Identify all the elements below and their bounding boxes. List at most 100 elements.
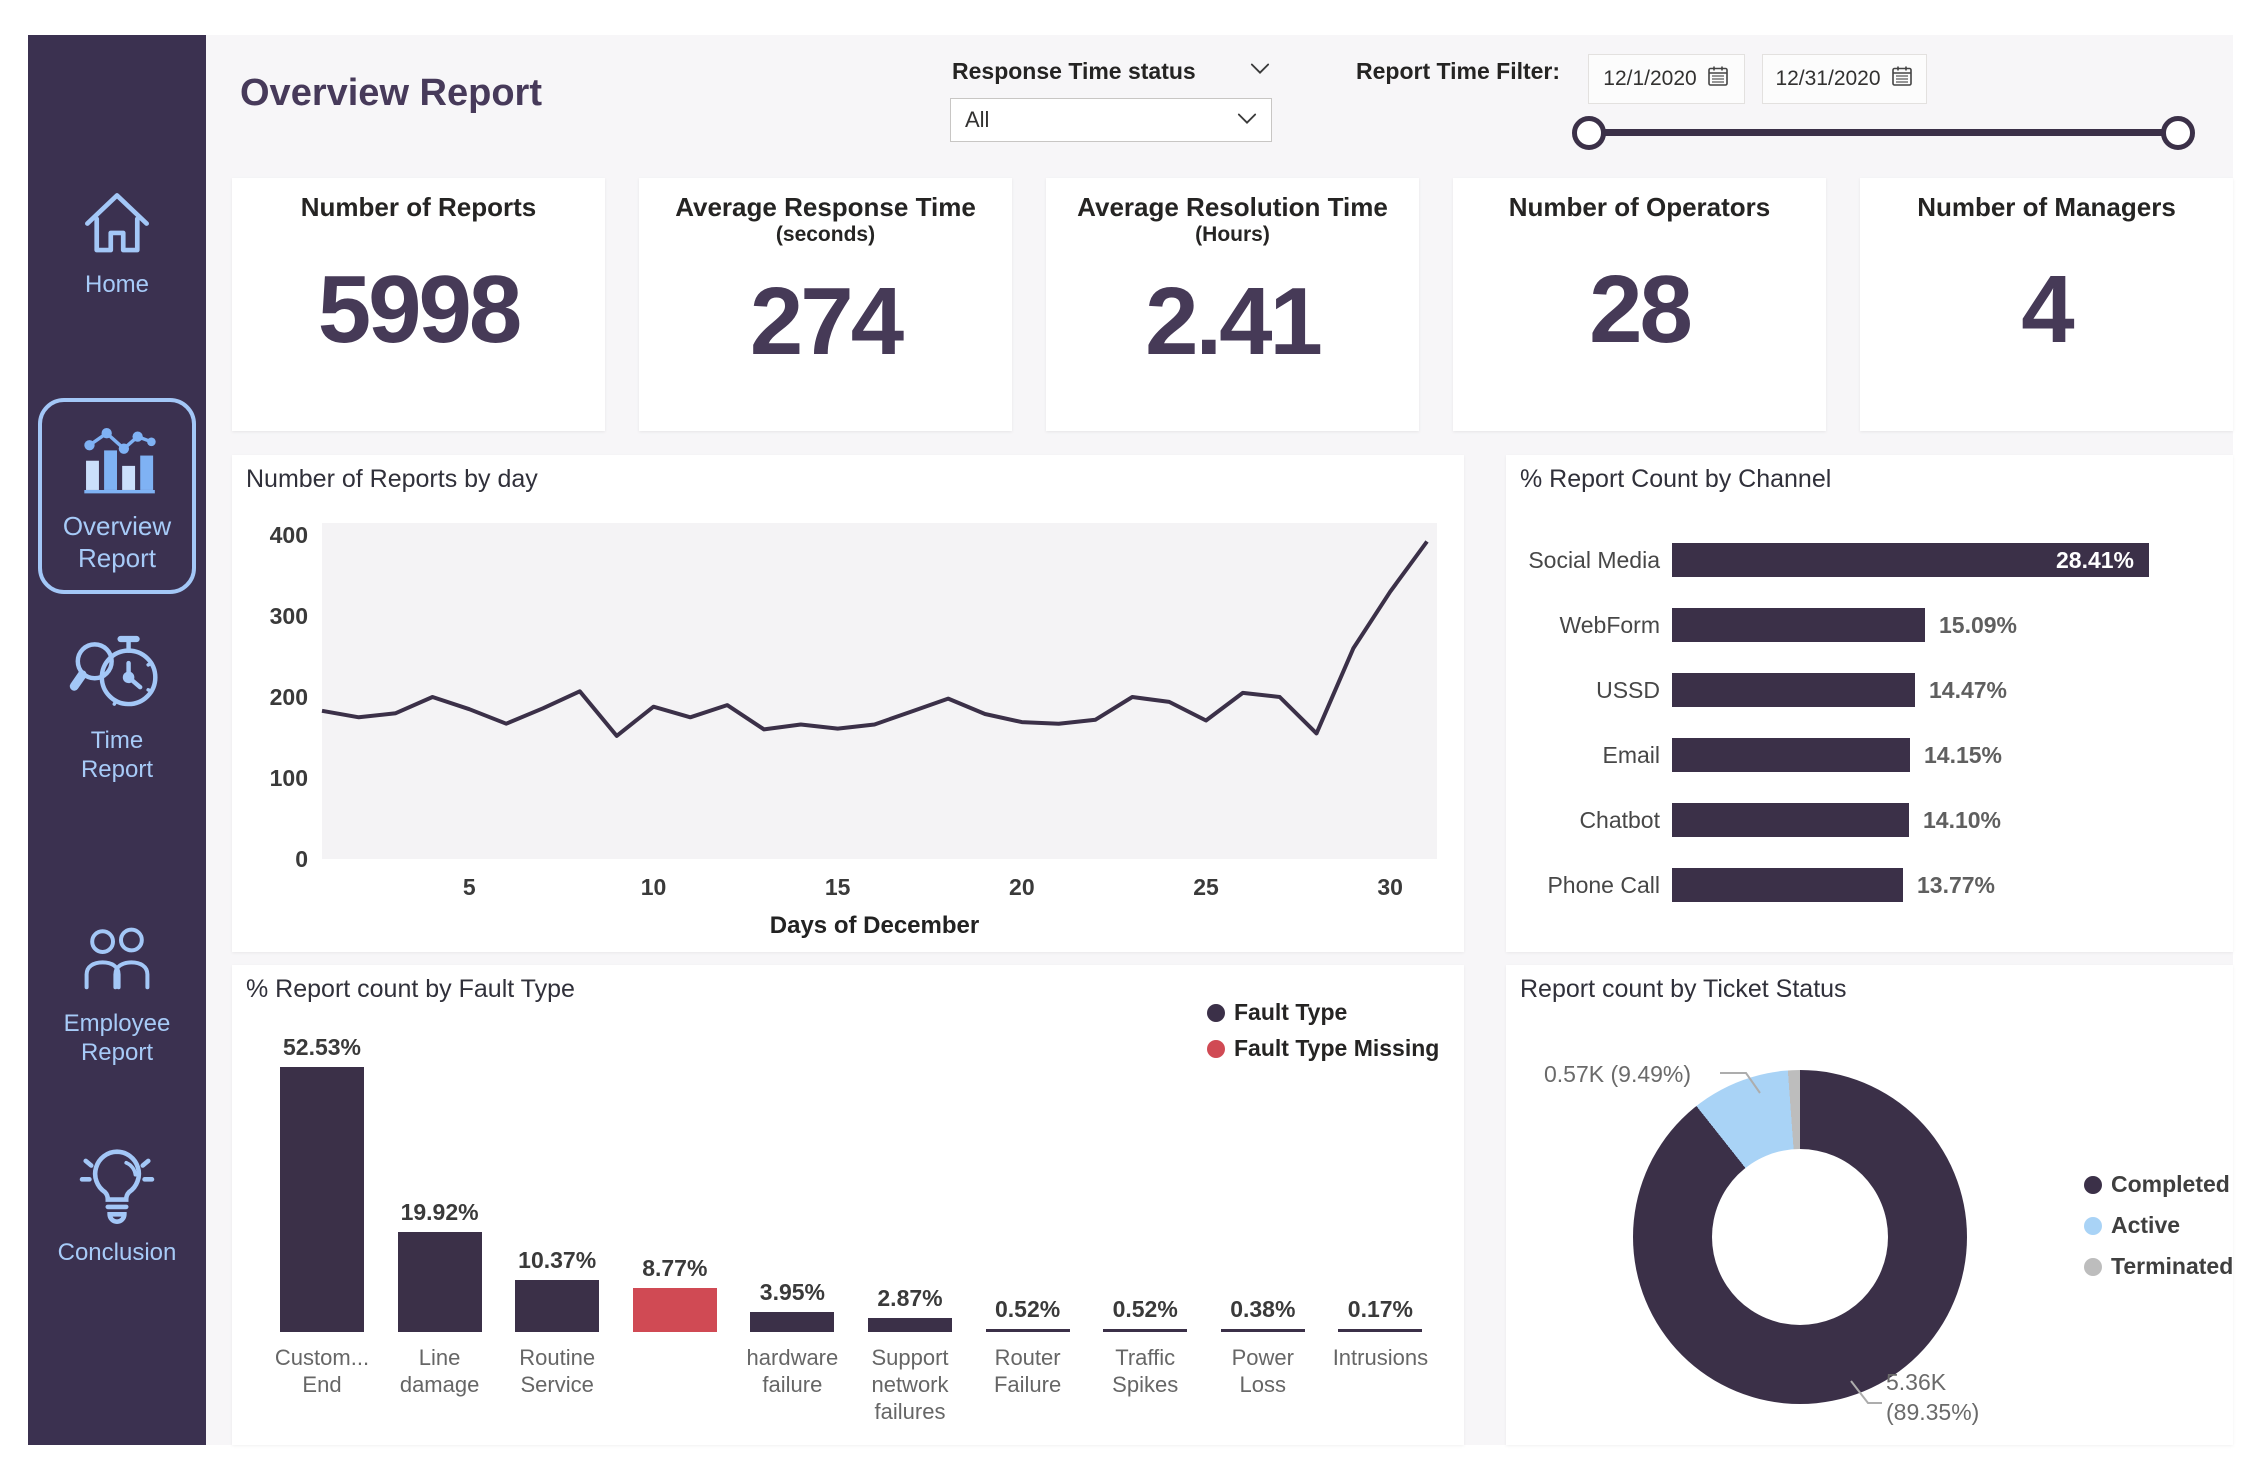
kpi-value: 2.41 [1145, 268, 1323, 375]
channel-bar-ussd[interactable] [1672, 673, 1915, 707]
legend-item-terminated[interactable]: Terminated [2084, 1253, 2233, 1280]
fault-value-label: 52.53% [282, 1034, 361, 1060]
fault-value-label: 3.95% [759, 1279, 825, 1305]
fault-bar-fault-type-missing[interactable] [632, 1288, 717, 1332]
reports-by-day-line-chart[interactable]: 0 100 200 300 400 5 10 15 20 25 30 Days of December [242, 507, 1454, 939]
sidebar-item-label: Employee Report [63, 1010, 171, 1067]
fault-category-label: Support network failures [871, 1345, 949, 1424]
fault-bar-intrusions[interactable] [1338, 1329, 1423, 1332]
calendar-icon[interactable] [1706, 64, 1730, 94]
channel-category-label: Email [1602, 742, 1660, 768]
response-time-status-dropdown[interactable]: All [950, 98, 1272, 142]
fault-category-label: Custom... End [274, 1345, 370, 1397]
channel-value-label: 14.15% [1924, 742, 2003, 768]
channel-row-webform: WebForm 15.09% [1514, 608, 2225, 642]
channel-value-label: 14.10% [1923, 807, 2002, 833]
fault-bar-routine-service[interactable] [515, 1280, 600, 1332]
legend-dot-icon [2084, 1257, 2102, 1276]
fault-bar-hardware-failure[interactable] [750, 1312, 835, 1332]
kpi-value: 4 [2021, 256, 2074, 363]
channel-row-chatbot: Chatbot 14.10% [1514, 803, 2225, 837]
sidebar-item-time-report[interactable]: Time Report [28, 627, 206, 785]
kpi-value: 274 [749, 268, 904, 375]
kpi-subtitle: (seconds) [775, 223, 876, 246]
channel-row-phone-call: Phone Call 13.77% [1514, 868, 2225, 902]
channel-bar-email[interactable] [1672, 738, 1910, 772]
svg-text:100: 100 [270, 765, 308, 791]
dropdown-selected-value: All [965, 107, 990, 132]
channel-row-email: Email 14.15% [1514, 738, 2225, 772]
svg-text:400: 400 [270, 522, 308, 548]
svg-text:20: 20 [1009, 874, 1035, 900]
kpi-card-number-of-operators: Number of Operators 28 [1453, 178, 1826, 431]
sidebar-item-overview-report[interactable]: Overview Report [38, 398, 196, 595]
home-icon [78, 183, 156, 266]
fault-category-label: Traffic Spikes [1112, 1345, 1179, 1397]
sidebar-item-label: Home [84, 271, 150, 298]
legend-item-fault-type[interactable]: Fault Type [1207, 999, 1439, 1026]
fault-value-label: 10.37% [518, 1247, 597, 1273]
time-report-icon [68, 627, 166, 722]
kpi-title: Number of Operators [1508, 192, 1771, 222]
kpi-card-average-response-time: Average Response Time (seconds) 274 [639, 178, 1012, 431]
fault-value-label: 0.17% [1347, 1296, 1413, 1322]
slicer-title: Response Time status [952, 58, 1196, 84]
donut-callout-active: 0.57K (9.49%) [1544, 1061, 1692, 1087]
channel-bar-phone-call[interactable] [1672, 868, 1903, 902]
fault-bar-router-failure[interactable] [985, 1329, 1070, 1332]
legend-item-fault-type-missing[interactable]: Fault Type Missing [1207, 1035, 1439, 1062]
svg-text:Days of December: Days of December [770, 912, 979, 939]
fault-bar-line-damage[interactable] [397, 1232, 482, 1332]
fault-bar-custom-end[interactable] [280, 1067, 364, 1332]
sidebar-item-employee-report[interactable]: Employee Report [28, 920, 206, 1068]
sidebar-item-conclusion[interactable]: Conclusion [28, 1137, 206, 1267]
channel-bar-webform[interactable] [1672, 608, 1925, 642]
fault-bar-power-loss[interactable] [1220, 1329, 1305, 1332]
employee-report-icon [73, 920, 161, 1005]
legend-item-active[interactable]: Active [2084, 1212, 2233, 1239]
legend-label: Fault Type [1234, 999, 1348, 1025]
calendar-icon[interactable] [1890, 64, 1914, 94]
sidebar-item-label: Time Report [80, 727, 154, 784]
panel-title: % Report Count by Channel [1520, 465, 1832, 493]
start-date-input[interactable]: 12/1/2020 [1588, 54, 1745, 104]
channel-value-label: 15.09% [1939, 612, 2018, 638]
channel-category-label: WebForm [1559, 612, 1660, 638]
date-range-slider-handle-end[interactable] [2161, 116, 2195, 150]
panel-title: Report count by Ticket Status [1520, 975, 1847, 1003]
channel-category-label: Chatbot [1579, 807, 1660, 833]
kpi-title: Average Response Time [675, 192, 976, 222]
fault-bar-support-network-failures[interactable] [868, 1318, 952, 1332]
legend-item-completed[interactable]: Completed [2084, 1171, 2233, 1198]
fault-category-label: Routine Service [519, 1345, 596, 1397]
date-range-slider-track[interactable] [1589, 129, 2178, 136]
end-date-input[interactable]: 12/31/2020 [1762, 54, 1927, 104]
svg-text:15: 15 [825, 874, 851, 900]
legend-label: Active [2111, 1212, 2181, 1238]
donut-callout-completed: 5.36K (89.35%) [1886, 1369, 1980, 1425]
start-date-value: 12/1/2020 [1603, 67, 1697, 90]
legend-dot-icon [2084, 1216, 2102, 1235]
sidebar-item-label: Conclusion [57, 1239, 177, 1266]
kpi-value: 5998 [317, 256, 523, 363]
reports-by-day-panel: Number of Reports by day 0 100 200 300 400 5 1… [232, 455, 1464, 952]
svg-text:5: 5 [463, 874, 476, 900]
report-time-filter-label: Report Time Filter: [1356, 58, 1561, 84]
chevron-down-icon [1233, 104, 1261, 137]
fault-value-label: 0.52% [994, 1296, 1061, 1322]
fault-value-label: 8.77% [642, 1255, 708, 1281]
channel-value-label: 13.77% [1917, 872, 1996, 898]
fault-bar-traffic-spikes[interactable] [1103, 1329, 1188, 1332]
channel-category-label: Social Media [1528, 547, 1660, 573]
channel-row-social-media: Social Media 28.41% [1514, 543, 2225, 577]
channel-category-label: Phone Call [1547, 872, 1660, 898]
report-count-by-channel-panel: % Report Count by Channel Social Media 28… [1506, 455, 2233, 952]
channel-bar-social-media[interactable] [1672, 543, 2149, 577]
channel-bar-chatbot[interactable] [1672, 803, 1909, 837]
chevron-down-icon[interactable] [1246, 54, 1274, 87]
ticket-status-donut[interactable] [1633, 1070, 1967, 1404]
sidebar-item-home[interactable]: Home [28, 183, 206, 299]
page-title: Overview Report [240, 72, 542, 114]
donut-hole [1712, 1149, 1888, 1325]
date-range-slider-handle-start[interactable] [1572, 116, 1606, 150]
